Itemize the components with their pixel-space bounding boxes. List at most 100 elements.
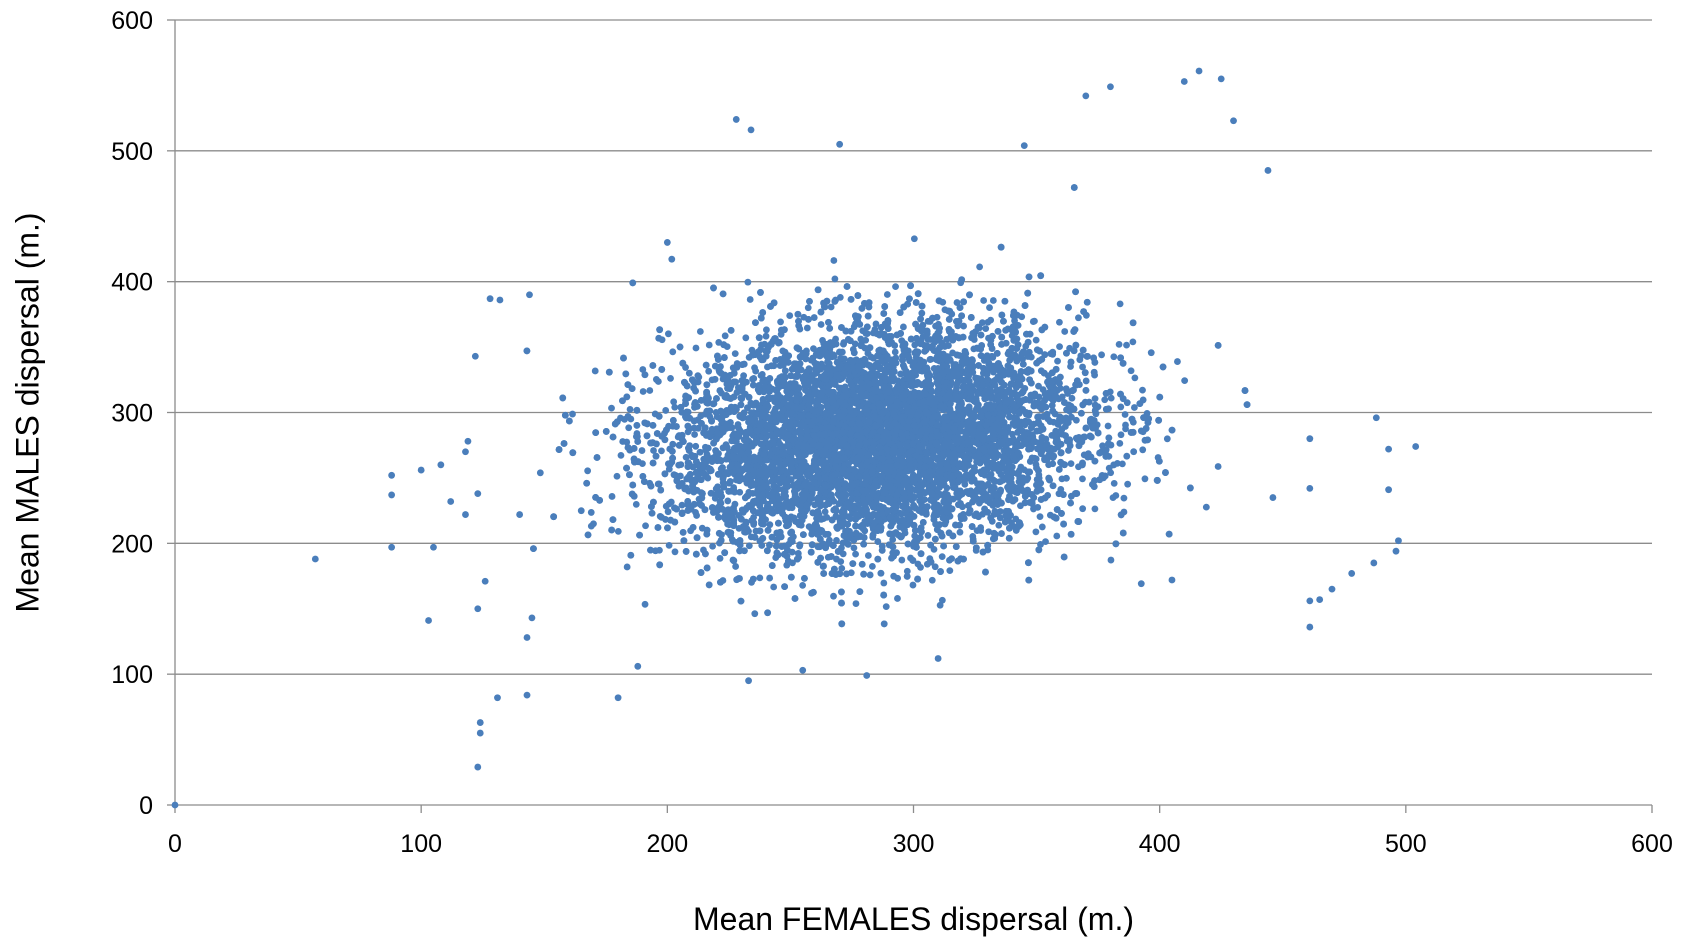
data-point (437, 461, 445, 469)
data-point (1032, 528, 1040, 536)
data-point (1036, 513, 1044, 520)
data-point (820, 562, 827, 570)
data-point (910, 235, 918, 243)
data-point (766, 574, 774, 582)
data-point (692, 442, 700, 450)
data-point (799, 666, 807, 674)
data-point (665, 541, 673, 549)
data-point (691, 431, 698, 438)
data-point (471, 352, 479, 360)
data-point (658, 447, 665, 455)
data-point (1163, 435, 1171, 443)
data-point (1127, 367, 1135, 375)
data-point (1306, 435, 1314, 443)
data-point (1065, 447, 1072, 454)
data-point (924, 532, 932, 539)
data-point (985, 528, 993, 536)
data-point (1264, 167, 1272, 174)
data-point (1370, 559, 1378, 567)
data-point (989, 297, 997, 304)
data-point (1107, 83, 1114, 91)
data-point (1107, 394, 1115, 402)
data-point (608, 404, 615, 412)
data-point (634, 662, 642, 670)
data-point (732, 563, 740, 570)
data-point (709, 542, 717, 550)
data-point (481, 577, 489, 585)
data-point (1130, 448, 1138, 456)
data-point (1385, 445, 1393, 453)
data-point (675, 461, 683, 469)
data-point (1115, 340, 1123, 348)
data-point (1042, 538, 1049, 546)
data-point (821, 508, 829, 516)
data-point (1124, 480, 1132, 488)
data-point (528, 614, 536, 622)
data-point (1181, 377, 1189, 385)
data-point (810, 314, 818, 321)
data-point (494, 694, 501, 702)
data-point (1107, 556, 1115, 564)
data-point (1110, 353, 1118, 361)
data-point (732, 116, 740, 123)
data-point (1084, 450, 1092, 458)
data-point (777, 318, 784, 326)
data-point (1141, 475, 1149, 483)
data-point (1054, 357, 1061, 365)
data-point (1053, 532, 1061, 540)
data-point (868, 563, 876, 570)
data-point (1116, 300, 1124, 308)
data-point (936, 601, 944, 609)
data-point (1217, 75, 1225, 83)
data-point (447, 498, 455, 505)
data-point (756, 574, 764, 582)
data-point (872, 320, 880, 328)
data-point (838, 564, 846, 572)
data-point (1139, 446, 1147, 454)
data-point (874, 538, 882, 545)
data-point (671, 403, 679, 411)
data-point (311, 555, 319, 563)
data-point (425, 617, 432, 624)
data-point (742, 334, 750, 342)
data-point (852, 550, 859, 558)
data-point (1075, 314, 1082, 322)
data-point (1412, 443, 1420, 450)
data-point (1035, 382, 1042, 390)
data-point (863, 672, 871, 679)
data-point (799, 581, 807, 589)
data-point (928, 576, 936, 584)
data-point (803, 324, 811, 332)
data-point (804, 304, 812, 312)
data-point (1011, 317, 1018, 325)
data-point (1147, 349, 1155, 357)
data-point (1122, 425, 1129, 433)
data-point (1091, 395, 1099, 403)
data-point (536, 469, 544, 477)
data-point (850, 544, 858, 552)
data-point (1038, 523, 1046, 531)
data-point (668, 255, 676, 263)
data-point (763, 326, 770, 334)
data-points (171, 67, 1420, 809)
data-point (1117, 403, 1125, 411)
data-point (1079, 505, 1087, 513)
data-point (1061, 328, 1069, 335)
data-point (831, 275, 839, 283)
data-point (1180, 78, 1188, 85)
data-point (857, 335, 865, 343)
data-point (751, 610, 759, 618)
data-point (1131, 404, 1138, 411)
data-point (745, 677, 752, 685)
data-point (696, 328, 704, 335)
data-point (830, 257, 838, 264)
data-point (958, 276, 966, 284)
data-point (1348, 570, 1356, 577)
data-point (1202, 503, 1210, 511)
data-point (724, 497, 732, 505)
data-point (569, 410, 576, 418)
data-point (1121, 411, 1129, 418)
data-point (388, 491, 396, 499)
data-point (1168, 576, 1176, 584)
